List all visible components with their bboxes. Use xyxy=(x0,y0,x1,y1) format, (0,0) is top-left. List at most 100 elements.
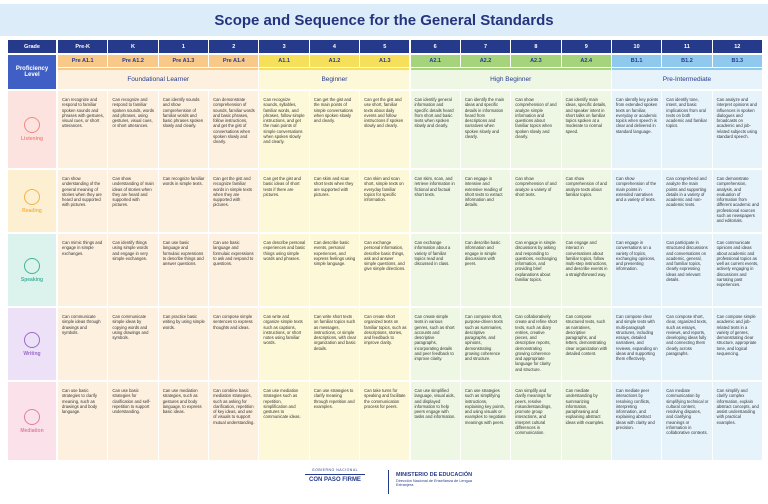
standard-cell: Can compose short, purpose-driven texts … xyxy=(460,308,511,380)
level-header: A2.1 xyxy=(410,55,460,67)
standard-cell: Can identify sounds and show comprehensi… xyxy=(158,91,209,168)
level-header: B1.3 xyxy=(712,55,762,67)
standard-cell: Can engage in conversations on a variety… xyxy=(611,234,662,306)
standard-cell: Can skim and scan short texts when they … xyxy=(309,170,360,232)
standard-cell: Can recognize and respond to familiar sp… xyxy=(58,91,108,168)
grade-header: 3 xyxy=(259,40,309,53)
standard-cell: Can participate in structured discussion… xyxy=(662,234,712,306)
grade-label: Grade xyxy=(8,40,56,53)
standard-cell: Can skim, scan, and retrieve information… xyxy=(410,170,460,232)
standard-cell: Can demonstrate comprehension of sounds,… xyxy=(209,91,259,168)
standard-cell: Can compose short, clear, organized text… xyxy=(662,308,712,380)
standard-cell: Can mediate peer interactions by resolvi… xyxy=(611,382,662,460)
standard-cell: Can use strategies to clarify meaning th… xyxy=(309,382,360,460)
grade-header: K xyxy=(108,40,158,53)
standard-cell: Can identify main ideas, specific detail… xyxy=(561,91,611,168)
standard-cell: Can get the gist and the main points of … xyxy=(309,91,360,168)
standard-cell: Can use simplified language, visual aids… xyxy=(410,382,460,460)
standard-cell: Can use mediation strategies, such as ge… xyxy=(158,382,209,460)
standard-cell: Can recognize familiar words in simple t… xyxy=(158,170,209,232)
band-header: Beginner xyxy=(259,68,410,89)
standard-cell: Can engage in intensive and extensive re… xyxy=(460,170,511,232)
grade-header: 7 xyxy=(460,40,511,53)
standard-cell: Can use basic language and formulaic exp… xyxy=(158,234,209,306)
standard-cell: Can engage and interact in conversations… xyxy=(561,234,611,306)
standard-cell: Can use mediation strategies such as rep… xyxy=(259,382,309,460)
standard-cell: Can collaboratively create and refine sh… xyxy=(511,308,561,380)
level-header: Pre A1.2 xyxy=(108,55,158,67)
standard-cell: Can describe personal experiences and ba… xyxy=(259,234,309,306)
level-header: A1.1 xyxy=(259,55,309,67)
standard-cell: Can communicate simple ideas through dra… xyxy=(58,308,108,380)
standard-cell: Can show comprehension of and analyze te… xyxy=(561,170,611,232)
grade-header: 2 xyxy=(209,40,259,53)
standard-cell: Can skim and scan short, simple texts on… xyxy=(360,170,410,232)
grade-header: 12 xyxy=(712,40,762,53)
logo-rule xyxy=(305,474,365,475)
standard-cell: Can show comprehension of and analyze a … xyxy=(511,170,561,232)
standard-cell: Can get the gist and basic ideas of shor… xyxy=(259,170,309,232)
standard-cell: Can use basic strategies for clarificati… xyxy=(108,382,158,460)
divider xyxy=(388,470,389,494)
standard-cell: Can use strategies such as simplifying i… xyxy=(460,382,511,460)
standard-cell: Can write and organize simple texts such… xyxy=(259,308,309,380)
standard-cell: Can demonstrate comprehension, analysis,… xyxy=(712,170,762,232)
standard-cell: Can show understanding of the general me… xyxy=(58,170,108,232)
standard-cell: Can take turns for speaking and facilita… xyxy=(360,382,410,460)
grade-header: 11 xyxy=(662,40,712,53)
grade-header: 10 xyxy=(611,40,662,53)
level-header: A1.2 xyxy=(309,55,360,67)
grade-header: 5 xyxy=(360,40,410,53)
skill-label: Writing xyxy=(8,308,56,380)
standard-cell: Can identify the main ideas and specific… xyxy=(460,91,511,168)
level-header: Pre A1.4 xyxy=(209,55,259,67)
standard-cell: Can communicate opinions and ideas about… xyxy=(712,234,762,306)
standard-cell: Can analyze and interpret opinions and i… xyxy=(712,91,762,168)
standard-cell: Can engage in simple discussions by aski… xyxy=(511,234,561,306)
standard-cell: Can identify key points from extended sp… xyxy=(611,91,662,168)
standard-cell: Can create simple texts in various genre… xyxy=(410,308,460,380)
level-header: B1.2 xyxy=(662,55,712,67)
standard-cell: Can exchange information about a variety… xyxy=(410,234,460,306)
logo: GOBIERNO NACIONAL CON PASO FIRME xyxy=(300,468,370,498)
standard-cell: Can compose structured texts, such as na… xyxy=(561,308,611,380)
standard-cell: Can show comprehension of the main point… xyxy=(611,170,662,232)
ministry: MINISTERIO DE EDUCACIÓN xyxy=(396,472,473,478)
grade-header: 8 xyxy=(511,40,561,53)
standard-cell: Can combine basic mediation strategies, … xyxy=(209,382,259,460)
standard-cell: Can show comprehension of and analyze si… xyxy=(511,91,561,168)
standard-cell: Can recognize and respond to familiar sp… xyxy=(108,91,158,168)
standard-cell: Can compose simple sentences to express … xyxy=(209,308,259,380)
standard-cell: Can identify things using simple words a… xyxy=(108,234,158,306)
standard-cell: Can simplify and clarify complex informa… xyxy=(712,382,762,460)
skill-icon xyxy=(24,257,40,274)
department: Dirección Nacional de Enseñanza de Lengu… xyxy=(396,479,472,487)
skill-icon xyxy=(24,188,40,205)
standard-cell: Can write short texts on familiar topics… xyxy=(309,308,360,380)
standard-cell: Can simplify and clarify meanings for pe… xyxy=(511,382,561,460)
logo-text: CON PASO FIRME xyxy=(309,477,361,483)
standard-cell: Can get the gist and recognize familiar … xyxy=(209,170,259,232)
standard-cell: Can compose simple academic and job-rela… xyxy=(712,308,762,380)
skill-label: Speaking xyxy=(8,234,56,306)
skill-label: Listening xyxy=(8,91,56,168)
standard-cell: Can use basic language and formulaic exp… xyxy=(209,234,259,306)
skill-name: Speaking xyxy=(20,276,44,283)
standard-cell: Can describe basic information and engag… xyxy=(460,234,511,306)
level-header: A1.3 xyxy=(360,55,410,67)
standard-cell: Can create short organized texts on fami… xyxy=(360,308,410,380)
standard-cell: Can use basic strategies to clarify mean… xyxy=(58,382,108,460)
level-header: Pre A1.3 xyxy=(158,55,209,67)
proficiency-label: Proficiency Level xyxy=(8,55,56,89)
standard-cell: Can describe basic events, personal expe… xyxy=(309,234,360,306)
level-header: A2.4 xyxy=(561,55,611,67)
band-header: High Beginner xyxy=(410,68,611,89)
standard-cell: Can recognize sounds, syllables, familia… xyxy=(259,91,309,168)
grade-header: 1 xyxy=(158,40,209,53)
standard-cell: Can compose clear and simple texts with … xyxy=(611,308,662,380)
skill-name: Reading xyxy=(22,207,42,214)
skill-icon xyxy=(24,117,40,133)
skill-name: Listening xyxy=(20,136,44,142)
skill-icon xyxy=(24,408,40,425)
